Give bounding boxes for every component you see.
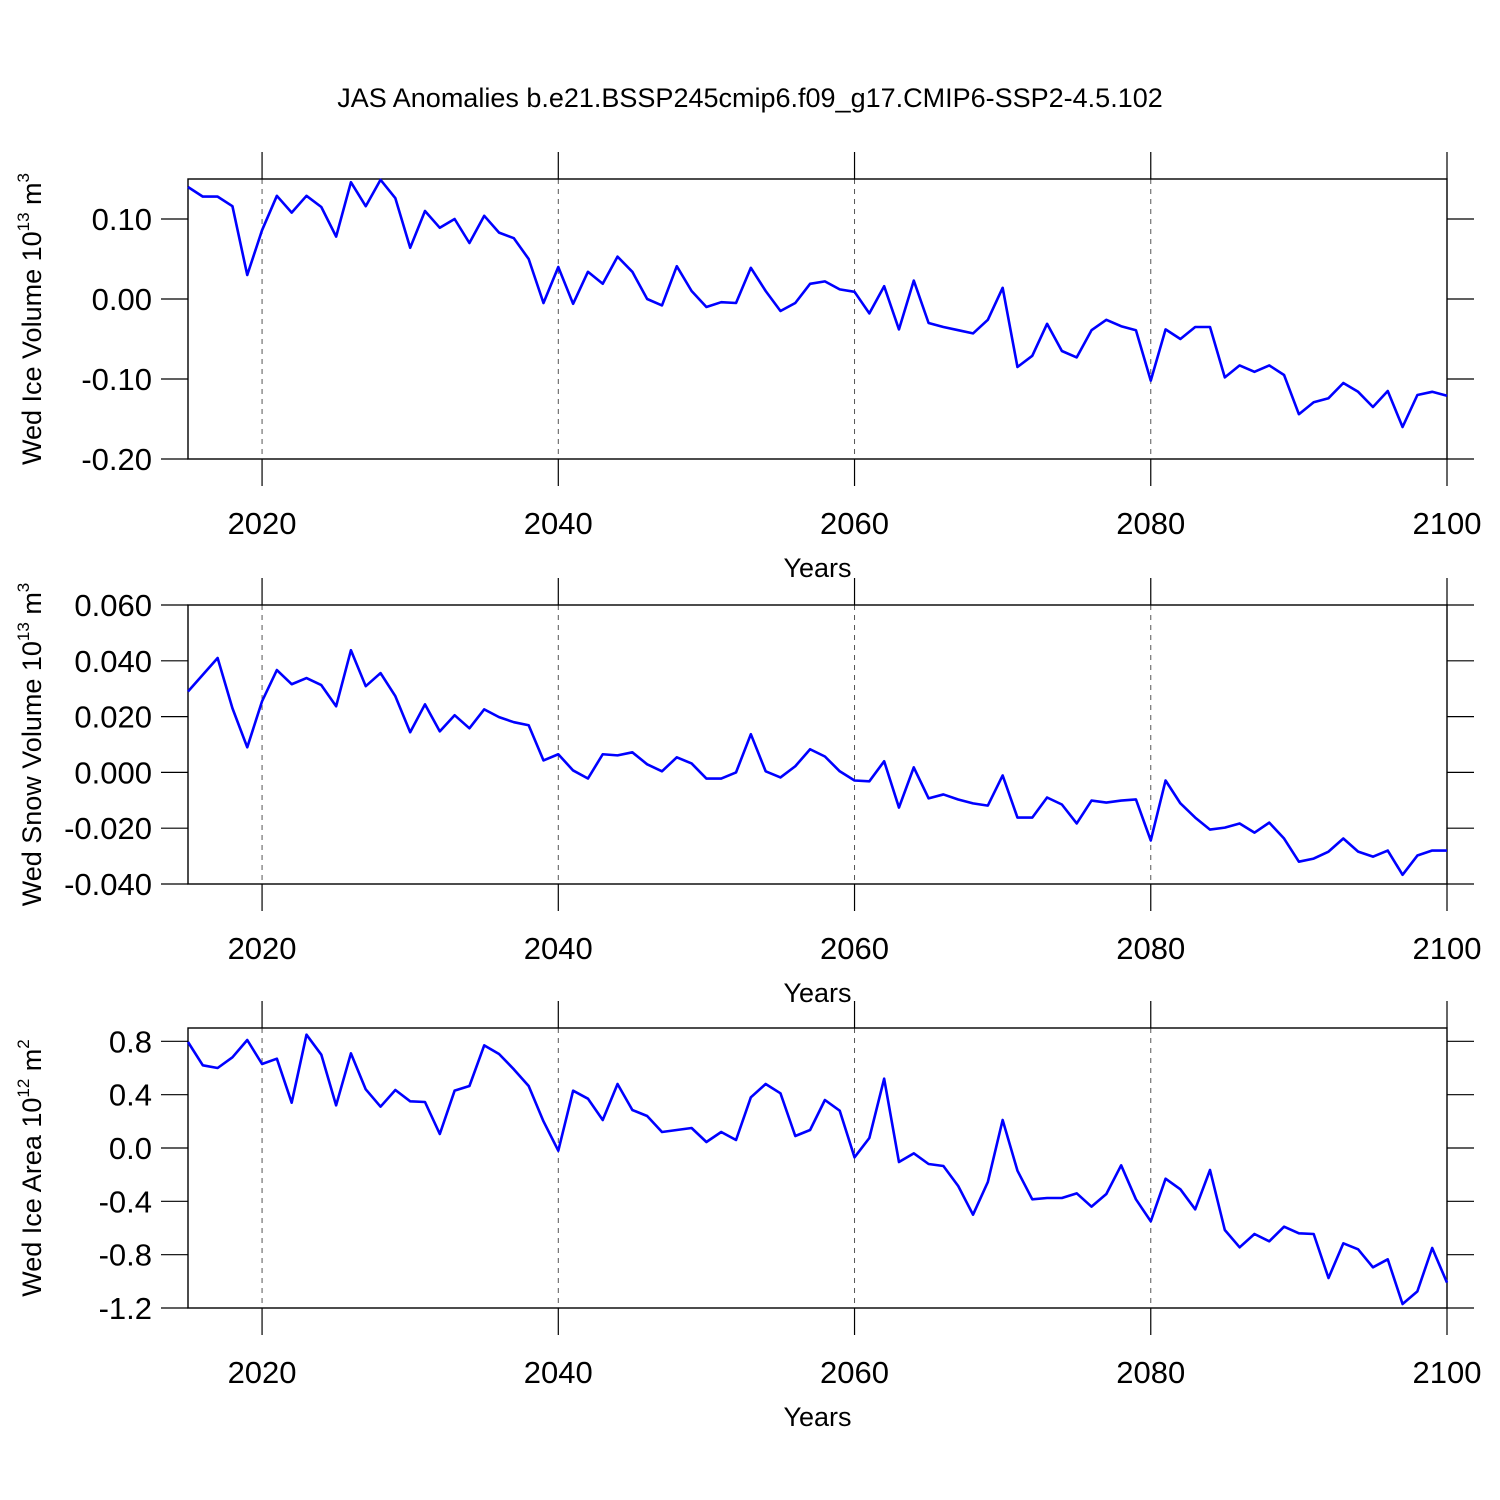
x-tick-label: 2060 bbox=[820, 506, 889, 541]
y-axis-label-exponent: 3 bbox=[14, 583, 33, 592]
y-axis-label: Wed Ice Area 1012 m2 bbox=[14, 1039, 47, 1297]
y-tick-label: 0.10 bbox=[92, 202, 152, 237]
y-axis-label-part: m bbox=[17, 182, 47, 212]
x-tick-label: 2020 bbox=[228, 1355, 297, 1390]
y-axis-label: Wed Snow Volume 1013 m3 bbox=[14, 583, 47, 907]
y-axis-label-exponent: 13 bbox=[14, 212, 33, 231]
y-tick-label: 0.8 bbox=[109, 1024, 152, 1059]
y-tick-label: -0.10 bbox=[81, 362, 152, 397]
plot-frame bbox=[187, 604, 1448, 885]
figure-title: JAS Anomalies b.e21.BSSP245cmip6.f09_g17… bbox=[337, 83, 1163, 113]
y-tick-label: -0.4 bbox=[99, 1184, 152, 1219]
y-tick-label: -0.020 bbox=[64, 811, 152, 846]
x-tick-label: 2040 bbox=[524, 1355, 593, 1390]
x-tick-label: 2100 bbox=[1413, 1355, 1482, 1390]
y-tick-label: 0.0 bbox=[109, 1131, 152, 1166]
plot-frame bbox=[187, 178, 1448, 460]
data-line bbox=[186, 1033, 1449, 1306]
panel: 2020 2040 2060 2080 2100 0.060 0.040 0.020 0.000… bbox=[14, 578, 1481, 1008]
x-tick-label: 2020 bbox=[228, 931, 297, 966]
y-axis-label-part: m bbox=[17, 1049, 47, 1079]
y-axis-label-exponent: 13 bbox=[14, 622, 33, 641]
panel: 2020 2040 2060 2080 2100 0.8 0.4 0.0 -0.4 -0.8 -1.… bbox=[14, 1001, 1481, 1432]
x-tick-label: 2040 bbox=[524, 506, 593, 541]
x-tick-label: 2060 bbox=[820, 931, 889, 966]
y-tick-label: -0.20 bbox=[81, 442, 152, 477]
y-axis-label-exponent: 3 bbox=[14, 173, 33, 182]
x-tick-label: 2060 bbox=[820, 1355, 889, 1390]
plot-frame bbox=[187, 1027, 1448, 1309]
x-axis-label: Years bbox=[783, 553, 851, 583]
y-tick-label: 0.00 bbox=[92, 282, 152, 317]
x-tick-label: 2100 bbox=[1413, 506, 1482, 541]
y-tick-label: 0.060 bbox=[74, 588, 152, 623]
y-tick-label: 0.000 bbox=[74, 755, 152, 790]
x-axis-label: Years bbox=[783, 1402, 851, 1432]
data-line bbox=[187, 648, 1447, 877]
y-axis-label-exponent: 12 bbox=[14, 1079, 33, 1098]
x-tick-label: 2100 bbox=[1413, 931, 1482, 966]
y-tick-label: -0.040 bbox=[64, 867, 152, 902]
x-axis-label: Years bbox=[783, 978, 851, 1008]
y-tick-label: 0.020 bbox=[74, 700, 152, 735]
y-axis-label-part: Wed Ice Area 10 bbox=[17, 1098, 47, 1297]
data-line bbox=[187, 178, 1448, 429]
y-tick-label: -0.8 bbox=[99, 1238, 152, 1273]
y-axis-label-exponent: 2 bbox=[14, 1039, 33, 1048]
x-tick-label: 2080 bbox=[1116, 506, 1185, 541]
y-tick-label: -1.2 bbox=[99, 1291, 152, 1326]
panel: 2020 2040 2060 2080 2100 0.10 0.00 -0.10 -0.20 Ye… bbox=[14, 152, 1481, 583]
x-tick-label: 2080 bbox=[1116, 1355, 1185, 1390]
y-axis-label: Wed Ice Volume 1013 m3 bbox=[14, 173, 47, 465]
y-axis-label-part: m bbox=[17, 592, 47, 622]
x-tick-label: 2080 bbox=[1116, 931, 1185, 966]
y-axis-label-part: Wed Ice Volume 10 bbox=[17, 231, 47, 465]
x-tick-label: 2040 bbox=[524, 931, 593, 966]
y-axis-label-part: Wed Snow Volume 10 bbox=[17, 641, 47, 906]
y-tick-label: 0.4 bbox=[109, 1078, 152, 1113]
x-tick-label: 2020 bbox=[228, 506, 297, 541]
y-tick-label: 0.040 bbox=[74, 644, 152, 679]
